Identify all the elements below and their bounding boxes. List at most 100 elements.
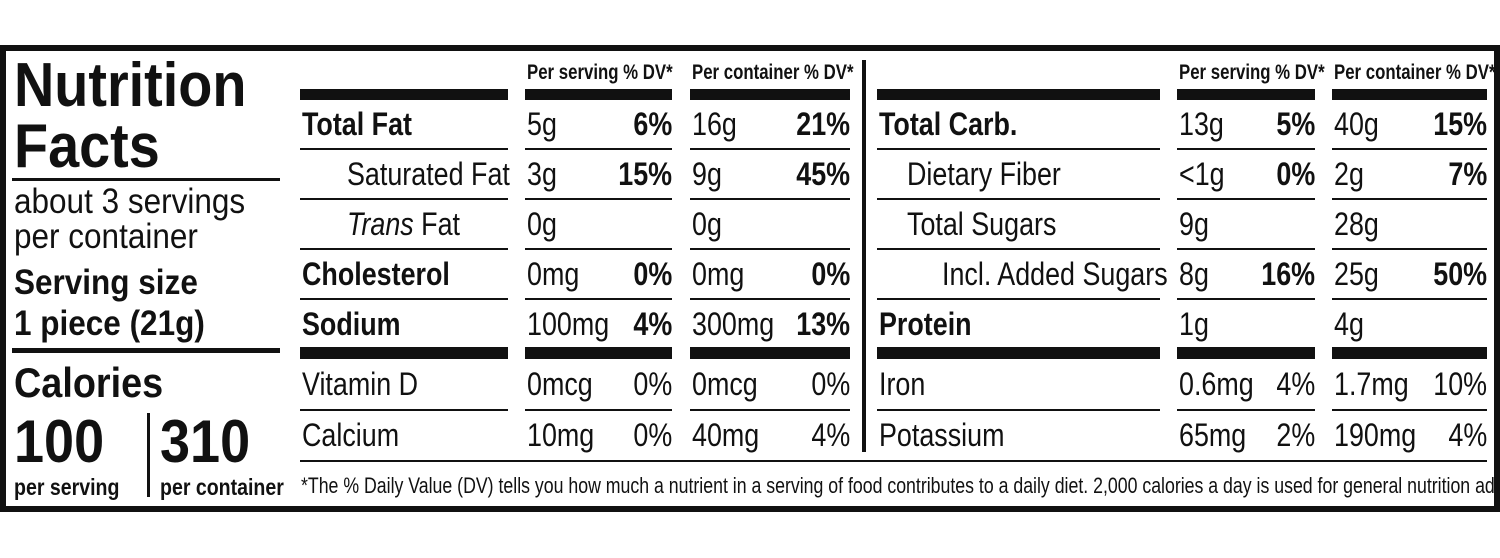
thick-rule [877, 148, 1160, 150]
thick-rule [1177, 409, 1315, 411]
thick-rule [877, 198, 1160, 200]
nutrient-name: Total Carb. [879, 106, 1018, 142]
thick-rule [1177, 148, 1315, 150]
calories-per-serving: 100 [14, 408, 105, 475]
serving-amount: 10mg [527, 417, 595, 453]
thick-rule [300, 148, 508, 150]
serving-amount: 100mg [527, 306, 610, 342]
serving-amount: 3g [527, 156, 557, 192]
thick-rule [1177, 298, 1315, 300]
container-amount: 40g [1334, 106, 1379, 142]
container-amount: 40mg [692, 417, 760, 453]
thick-rule [690, 148, 850, 150]
nutrient-name: Total Fat [302, 106, 413, 142]
thick-rule [877, 89, 1160, 100]
nutrient-name: Vitamin D [302, 366, 419, 402]
thick-rule [690, 347, 850, 359]
container-dv: 10% [1433, 366, 1487, 402]
container-amount: 1.7mg [1334, 366, 1409, 402]
serving-amount: 8g [1179, 256, 1209, 292]
container-amount: 25g [1334, 256, 1379, 292]
container-dv: 21% [796, 106, 850, 142]
serving-size: 1 piece (21g) [14, 303, 205, 343]
container-dv: 13% [796, 306, 850, 342]
thick-rule [525, 298, 672, 300]
serving-amount: 5g [527, 106, 557, 142]
thick-rule [1332, 248, 1487, 250]
serving-amount: 0.6mg [1179, 366, 1254, 402]
serving-dv: 4% [633, 306, 672, 342]
serving-amount: 0g [527, 206, 557, 242]
thick-rule [525, 248, 672, 250]
container-dv: 0% [811, 256, 850, 292]
column-header: Per container % DV* [692, 60, 854, 84]
label-border [0, 45, 1500, 512]
thick-rule [300, 409, 508, 411]
serving-dv: 0% [1276, 156, 1315, 192]
thick-rule [877, 409, 1160, 411]
nutrient-name: Potassium [879, 417, 1005, 453]
serving-size-label: Serving size [14, 262, 198, 302]
thick-rule [877, 248, 1160, 250]
thick-rule [525, 347, 672, 359]
thick-rule [1332, 347, 1487, 359]
thick-rule [690, 89, 850, 100]
column-header: Per container % DV* [1334, 60, 1496, 84]
thick-rule [1332, 148, 1487, 150]
serving-dv: 2% [1276, 417, 1315, 453]
serving-amount: 1g [1179, 306, 1209, 342]
container-amount: 0mcg [692, 366, 758, 402]
container-amount: 16g [692, 106, 737, 142]
thick-rule [300, 298, 508, 300]
serving-amount: <1g [1179, 156, 1225, 192]
nutrient-name: Incl. Added Sugars [942, 256, 1168, 292]
thick-rule [525, 409, 672, 411]
thick-rule [690, 409, 850, 411]
serving-amount: 9g [1179, 206, 1209, 242]
container-amount: 0mg [692, 256, 745, 292]
container-dv: 0% [811, 366, 850, 402]
serving-dv: 0% [633, 417, 672, 453]
footnote: *The % Daily Value (DV) tells you how mu… [301, 473, 1500, 498]
serving-dv: 0% [633, 256, 672, 292]
thick-rule [877, 298, 1160, 300]
serving-dv: 4% [1276, 366, 1315, 402]
calories-per-container-label: per container [160, 473, 284, 500]
footnote-rule [300, 460, 1487, 462]
thick-rule [525, 148, 672, 150]
rule [12, 178, 280, 181]
title: Nutrition Facts [14, 51, 247, 181]
nutrient-name: Iron [879, 366, 926, 402]
column-header: Per serving % DV* [1179, 60, 1325, 84]
calories-per-container: 310 [160, 408, 251, 475]
container-dv: 4% [1448, 417, 1487, 453]
container-amount: 28g [1334, 206, 1379, 242]
nutrient-name: Dietary Fiber [907, 156, 1061, 192]
nutrient-name: Sodium [302, 306, 401, 342]
nutrient-name: Total Sugars [907, 206, 1057, 242]
thick-rule [1177, 248, 1315, 250]
thick-rule [525, 89, 672, 100]
container-amount: 2g [1334, 156, 1364, 192]
thick-rule [690, 298, 850, 300]
serving-amount: 0mg [527, 256, 580, 292]
servings-per-container: about 3 servings per container [14, 182, 246, 256]
container-amount: 4g [1334, 306, 1364, 342]
thick-rule [1177, 198, 1315, 200]
thick-rule [1177, 347, 1315, 359]
container-amount: 300mg [692, 306, 775, 342]
calories-per-serving-label: per serving [14, 473, 120, 500]
serving-dv: 16% [1261, 256, 1315, 292]
nutrient-name: Protein [879, 306, 972, 342]
calories-label: Calories [14, 359, 164, 406]
thick-rule [690, 198, 850, 200]
container-dv: 15% [1433, 106, 1487, 142]
serving-dv: 6% [633, 106, 672, 142]
thick-rule [300, 198, 508, 200]
thick-rule [12, 348, 280, 353]
thick-rule [1177, 89, 1315, 100]
serving-amount: 0mcg [527, 366, 593, 402]
calorie-divider [147, 413, 150, 497]
thick-rule [300, 89, 508, 100]
divider [862, 60, 866, 452]
